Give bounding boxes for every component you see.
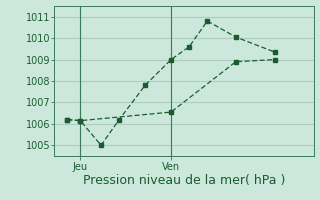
X-axis label: Pression niveau de la mer( hPa ): Pression niveau de la mer( hPa ) [83, 174, 285, 187]
